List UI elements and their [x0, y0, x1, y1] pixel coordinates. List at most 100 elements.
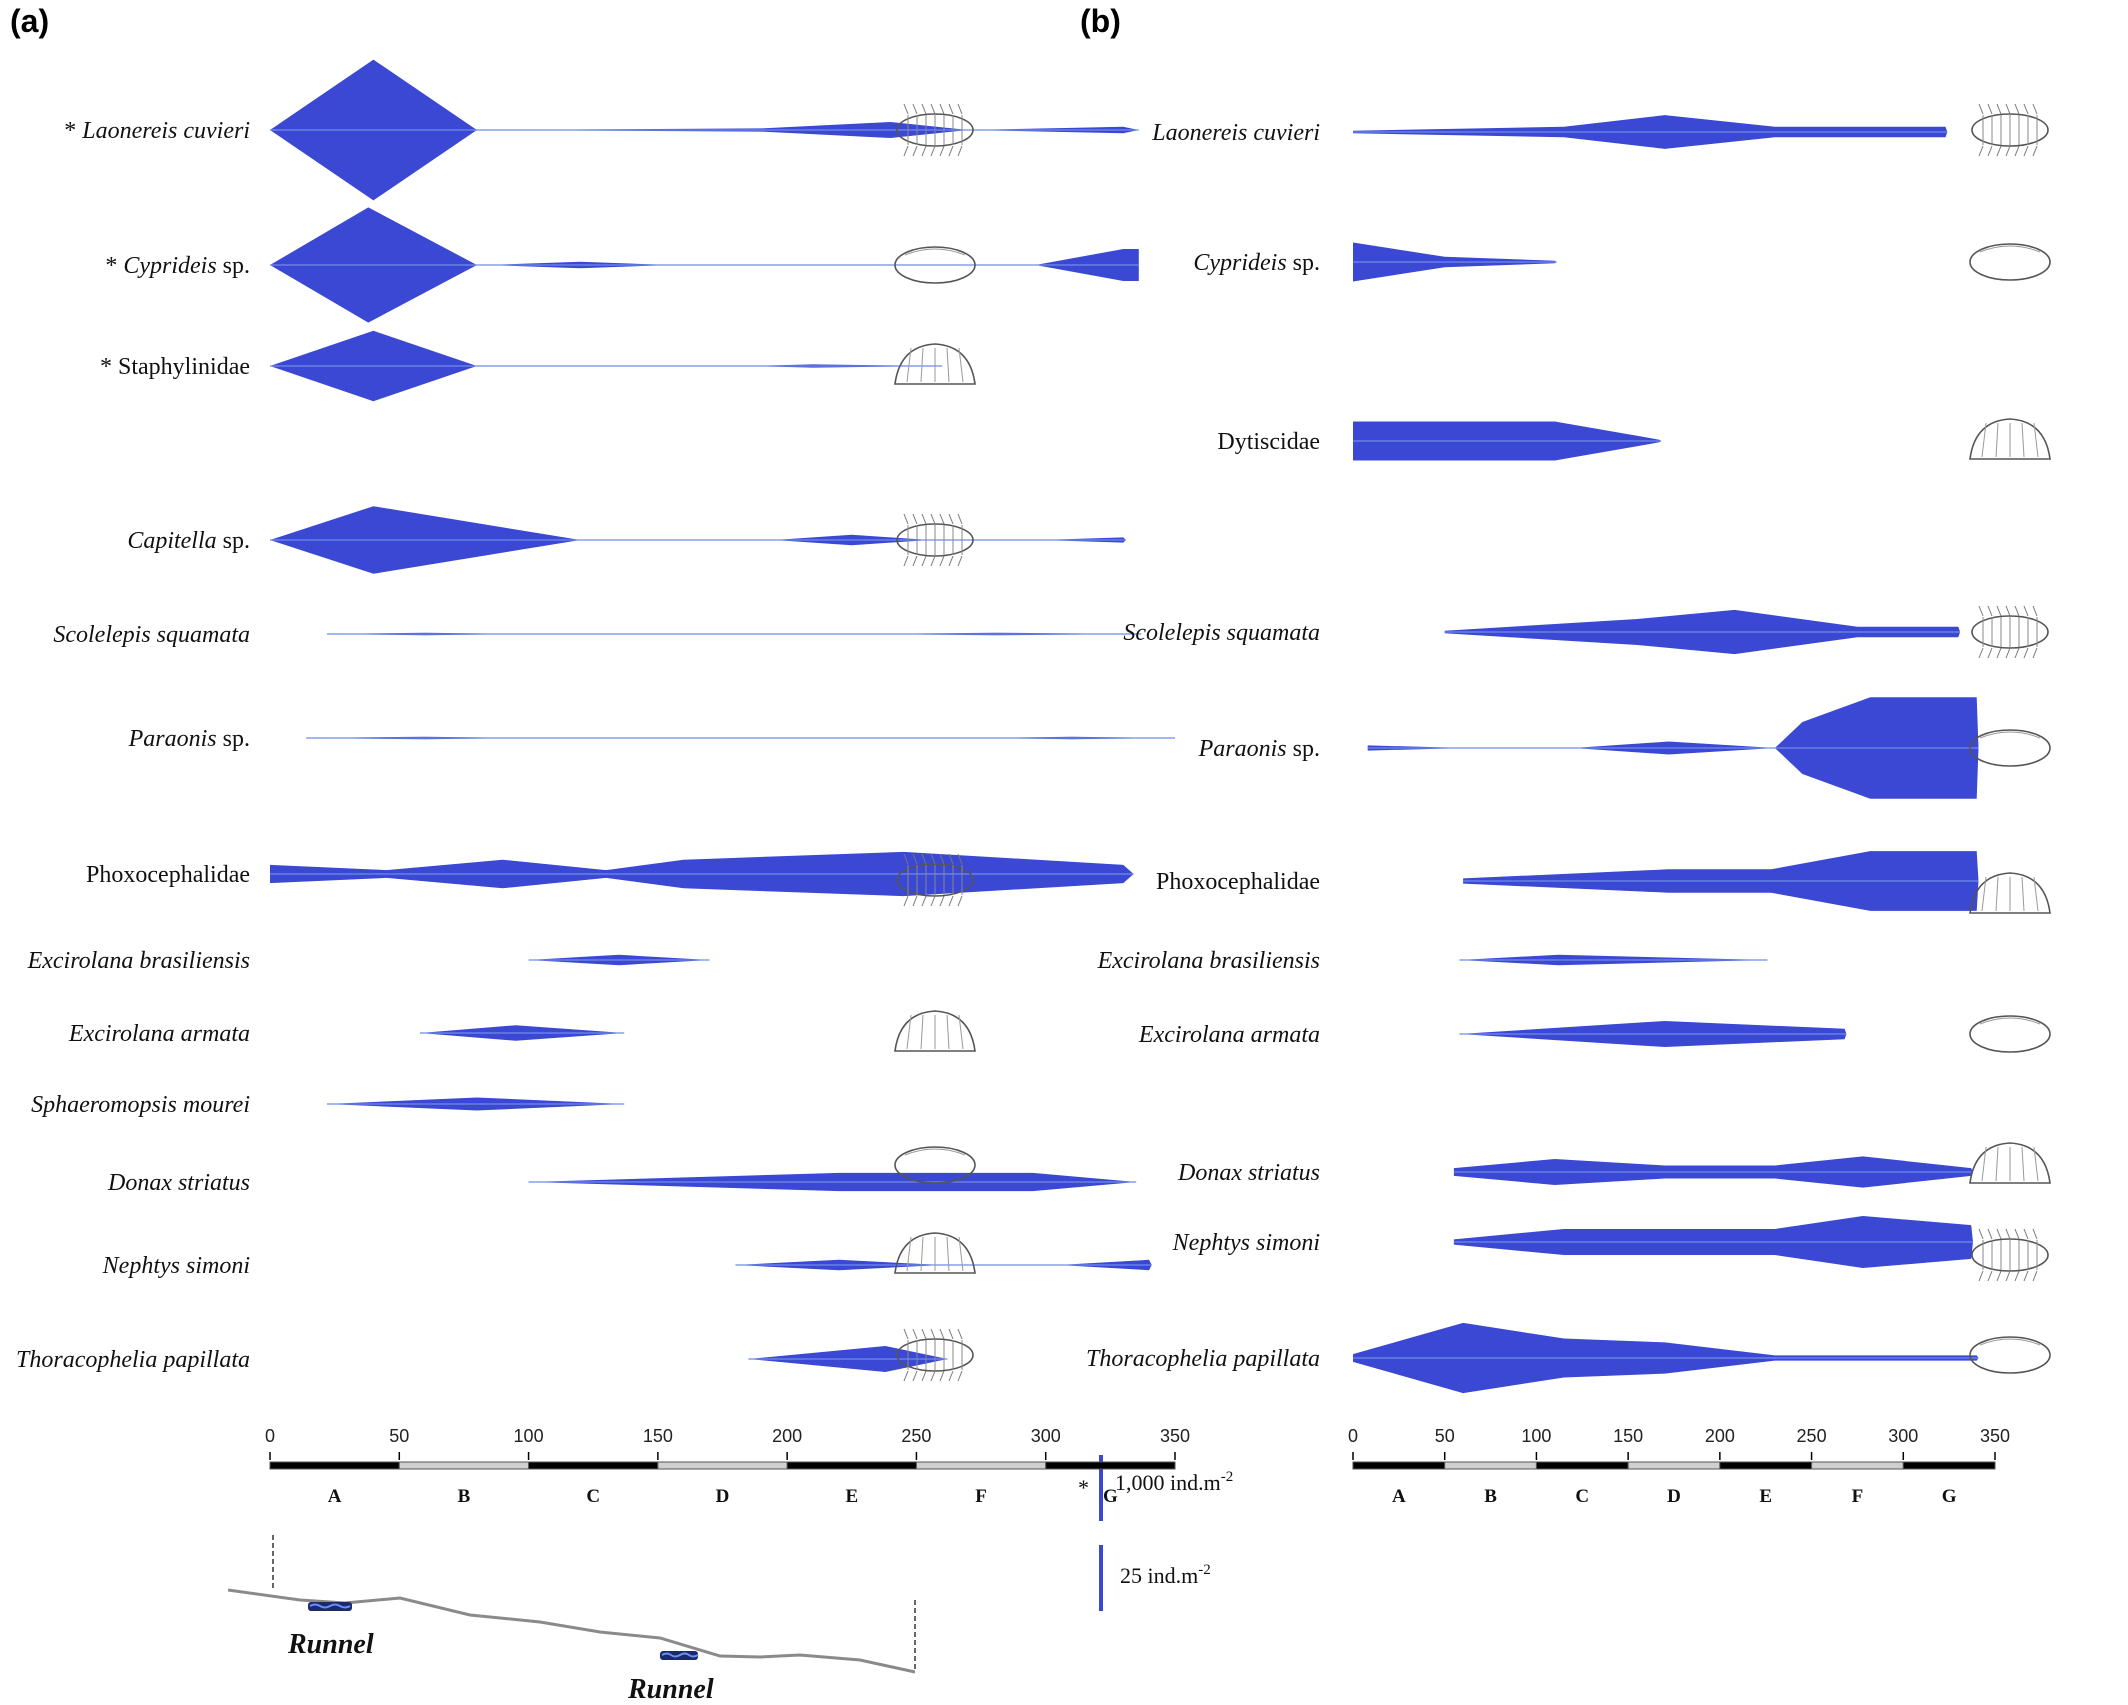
species-label-paraonis: Paraonis sp.: [128, 726, 250, 752]
zone-label: D: [1667, 1486, 1681, 1507]
kite-nephtys-simoni: [735, 1259, 1152, 1271]
runnel-label-1: Runnel: [287, 1629, 374, 1660]
x-axis-panel-a: 0 50 100 150 200 250 300 350 A B C D E F G: [265, 1426, 1190, 1507]
cyprideis-illustration: [894, 246, 976, 284]
species-label-staphylinidae: * Staphylinidae: [100, 354, 250, 380]
zone-label: G: [1103, 1486, 1118, 1507]
kite-row-laonereis-cuvieri: Laonereis cuvieri: [1151, 103, 2049, 157]
runnel-wave-2: [661, 1652, 699, 1658]
kite-row-donax-striatus: Donax striatus: [107, 1146, 1137, 1196]
zone-label: E: [845, 1486, 858, 1507]
species-label-excirolana-brasiliensis: Excirolana brasiliensis: [27, 948, 250, 974]
zone-segment: [1444, 1461, 1537, 1470]
panel-a-chart: * Laonereis cuvieri * Cyprideis sp. * Stap…: [16, 59, 1190, 1507]
excirolana-armata-illustration: [1969, 1015, 2051, 1053]
x-axis-panel-b: 0 50 100 150 200 250 300 350 A B C D E F G: [1348, 1426, 2010, 1507]
zone-segment: [1352, 1461, 1446, 1470]
tick-label: 100: [514, 1426, 544, 1446]
kite-row-donax-striatus: Donax striatus: [1177, 1142, 2051, 1188]
zone-segment: [1535, 1461, 1629, 1470]
kite-row-cyprideis: * Cyprideis sp.: [105, 207, 1139, 323]
zone-segment: [1627, 1461, 1721, 1470]
tick-label: 150: [643, 1426, 673, 1446]
tick-label: 50: [1435, 1426, 1455, 1446]
kite-row-excirolana-brasiliensis: Excirolana brasiliensis: [27, 948, 710, 974]
zone-segment: [1811, 1461, 1904, 1470]
dytiscidae-illustration: [1969, 418, 2051, 460]
tick-label: 200: [1705, 1426, 1735, 1446]
donax-striatus-illustration: [894, 1146, 976, 1184]
species-label-scolelepis-squamata: Scolelepis squamata: [53, 622, 250, 648]
nephtys-simoni-illustration: [894, 1232, 976, 1274]
species-label-excirolana-armata: Excirolana armata: [68, 1021, 250, 1047]
kite-row-paraonis: Paraonis sp.: [1198, 697, 2051, 799]
species-label-laonereis-cuvieri: Laonereis cuvieri: [1151, 120, 1320, 146]
species-label-laonereis-cuvieri: * Laonereis cuvieri: [64, 118, 250, 144]
species-label-phoxocephalidae: Phoxocephalidae: [1156, 869, 1320, 895]
kite-row-capitella: Capitella sp.: [127, 506, 1126, 574]
species-label-excirolana-brasiliensis: Excirolana brasiliensis: [1097, 948, 1320, 974]
runnel-label-2: Runnel: [627, 1674, 714, 1700]
kite-row-sphaeromopsis-mourei: Sphaeromopsis mourei: [31, 1092, 625, 1118]
zone-label: B: [458, 1486, 471, 1507]
scale-bar-1000: [1099, 1455, 1103, 1521]
kite-row-excirolana-armata: Excirolana armata: [68, 1010, 976, 1052]
kite-row-scolelepis-squamata: Scolelepis squamata: [1123, 605, 2049, 659]
kite-row-phoxocephalidae: Phoxocephalidae: [1156, 851, 2051, 914]
excirolana-armata-illustration: [894, 1010, 976, 1052]
laonereis-cuvieri-illustration: [896, 103, 974, 157]
species-label-capitella: Capitella sp.: [127, 528, 250, 554]
scale-star: *: [1078, 1475, 1089, 1500]
zone-segment: [398, 1461, 530, 1470]
kite-row-phoxocephalidae: Phoxocephalidae: [86, 851, 1134, 907]
species-label-paraonis: Paraonis sp.: [1198, 736, 1320, 762]
zone-label: A: [328, 1486, 342, 1507]
species-label-cyprideis: * Cyprideis sp.: [105, 253, 250, 279]
panel-b-chart: Laonereis cuvieri Cyprideis sp. Dytiscidae…: [1086, 103, 2051, 1507]
species-label-scolelepis-squamata: Scolelepis squamata: [1123, 620, 1320, 646]
kite-scolelepis-squamata: [326, 632, 1142, 636]
species-label-donax-striatus: Donax striatus: [107, 1170, 250, 1196]
tick-label: 300: [1888, 1426, 1918, 1446]
tick-label: 100: [1521, 1426, 1551, 1446]
tick-label: 0: [265, 1426, 275, 1446]
zone-segment: [915, 1461, 1047, 1470]
zone-segment: [1045, 1461, 1176, 1470]
panel-label-b: (b): [1080, 3, 1121, 39]
species-label-nephtys-simoni: Nephtys simoni: [1172, 1230, 1320, 1256]
zone-label: F: [1852, 1486, 1864, 1507]
tick-label: 50: [389, 1426, 409, 1446]
cyprideis-illustration: [1969, 243, 2051, 281]
tick-label: 250: [1797, 1426, 1827, 1446]
phoxocephalidae-illustration: [1969, 872, 2051, 914]
species-label-nephtys-simoni: Nephtys simoni: [102, 1253, 250, 1279]
scolelepis-squamata-illustration: [1971, 605, 2049, 659]
species-label-sphaeromopsis-mourei: Sphaeromopsis mourei: [31, 1092, 250, 1118]
nephtys-simoni-illustration: [1971, 1228, 2049, 1282]
species-label-cyprideis: Cyprideis sp.: [1193, 250, 1320, 276]
zone-segment: [1719, 1461, 1813, 1470]
kite-row-staphylinidae: * Staphylinidae: [100, 330, 976, 402]
scale-label-25: 25 ind.m-2: [1120, 1562, 1211, 1588]
zone-segment: [269, 1461, 400, 1470]
donax-striatus-illustration: [1969, 1142, 2051, 1184]
species-label-thoracophelia-papillata: Thoracophelia papillata: [1086, 1346, 1320, 1372]
species-label-excirolana-armata: Excirolana armata: [1138, 1022, 1320, 1048]
zone-label: C: [1575, 1486, 1589, 1507]
tick-label: 0: [1348, 1426, 1358, 1446]
panel-label-a: (a): [10, 3, 49, 39]
paraonis-illustration: [1969, 729, 2051, 767]
beach-profile: Runnel Runnel: [227, 1535, 916, 1705]
thoracophelia-papillata-illustration: [896, 1328, 974, 1382]
phoxocephalidae-illustration: [896, 853, 974, 907]
kite-row-thoracophelia-papillata: Thoracophelia papillata: [16, 1328, 974, 1382]
kite-row-scolelepis-squamata: Scolelepis squamata: [53, 622, 1142, 648]
thoracophelia-papillata-illustration: [1969, 1336, 2051, 1374]
zone-label: F: [975, 1486, 987, 1507]
kite-row-thoracophelia-papillata: Thoracophelia papillata: [1086, 1322, 2051, 1394]
laonereis-cuvieri-illustration: [1971, 103, 2049, 157]
species-label-dytiscidae: Dytiscidae: [1217, 429, 1320, 455]
kite-row-nephtys-simoni: Nephtys simoni: [102, 1232, 1152, 1279]
species-label-donax-striatus: Donax striatus: [1177, 1160, 1320, 1186]
